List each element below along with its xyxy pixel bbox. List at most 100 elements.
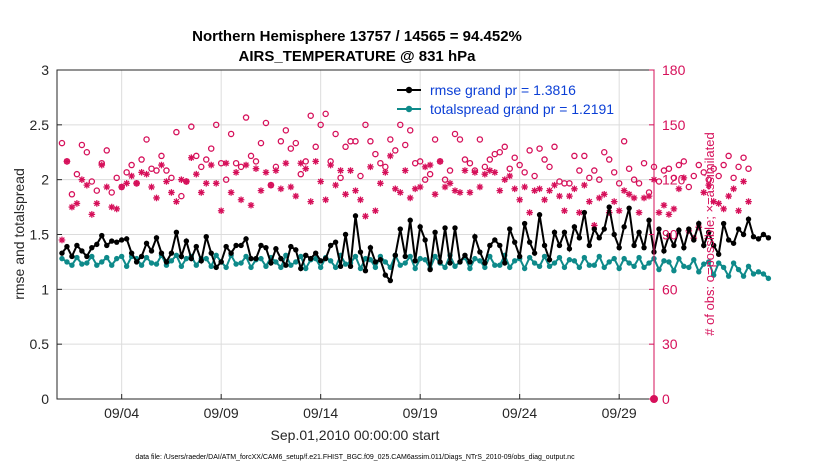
rmse-point xyxy=(233,242,239,249)
rmse-point xyxy=(84,253,90,260)
totalspread-point xyxy=(621,255,627,262)
obs-possible-point xyxy=(610,169,618,176)
obs-assimilated-point xyxy=(506,172,514,180)
obs-assimilated-point xyxy=(581,181,588,189)
rmse-point xyxy=(442,225,448,231)
rmse-point xyxy=(123,236,130,242)
totalspread-point xyxy=(342,261,349,267)
rmse-point xyxy=(526,239,533,245)
y-left-tick-label: 0 xyxy=(41,391,49,407)
y-axis-left-label: rmse and totalspread xyxy=(11,168,27,300)
y-right-tick-label: 60 xyxy=(662,281,678,297)
obs-possible-point xyxy=(93,187,101,194)
rmse-point xyxy=(596,235,602,241)
rmse-point xyxy=(531,250,538,256)
obs-possible-point xyxy=(128,161,135,169)
obs-assimilated-point xyxy=(396,189,404,196)
totalspread-point xyxy=(173,252,180,259)
rmse-point xyxy=(347,263,354,270)
obs-assimilated-point xyxy=(625,190,633,198)
totalspread-point xyxy=(581,254,588,261)
totalspread-point xyxy=(397,262,403,268)
rmse-point xyxy=(367,244,374,251)
obs-possible-point xyxy=(431,136,439,143)
obs-possible-point xyxy=(247,152,255,160)
totalspread-point xyxy=(521,265,528,272)
totalspread-point xyxy=(288,262,294,268)
obs-assimilated-point xyxy=(392,185,399,193)
rmse-point xyxy=(541,242,548,249)
obs-possible-point xyxy=(222,176,230,183)
obs-assimilated-point xyxy=(367,163,374,171)
rmse-point xyxy=(382,272,389,278)
rmse-point xyxy=(303,252,309,259)
obs-assimilated-point xyxy=(88,211,96,218)
rmse-point xyxy=(452,225,458,231)
obs-assimilated-point xyxy=(586,198,593,205)
rmse-point xyxy=(308,255,314,262)
obs-assimilated-point xyxy=(521,183,528,191)
obs-assimilated-point xyxy=(108,203,116,211)
y-left-tick-label: 2 xyxy=(41,172,49,188)
obs-possible-point xyxy=(581,152,588,160)
obs-possible-point xyxy=(207,145,215,152)
totalspread-point xyxy=(541,253,548,260)
rmse-point xyxy=(447,260,453,266)
obs-possible-point xyxy=(367,138,374,145)
rmse-point xyxy=(606,204,612,210)
totalspread-point xyxy=(352,253,359,260)
obs-possible-point xyxy=(675,161,683,169)
legend-spread-label: totalspread grand pr = 1.2191 xyxy=(430,101,614,117)
obs-possible-point xyxy=(605,156,613,163)
obs-possible-point xyxy=(88,178,96,185)
obs-assimilated-point xyxy=(730,185,737,193)
obs-assimilated-point xyxy=(382,169,389,176)
obs-assimilated-point xyxy=(591,222,598,229)
obs-assimilated-point xyxy=(745,198,752,205)
obs-possible-point xyxy=(531,172,538,180)
rmse-point xyxy=(114,239,120,245)
obs-possible-point xyxy=(113,174,120,182)
rmse-point xyxy=(492,237,498,243)
obs-assimilated-point xyxy=(267,181,275,189)
rmse-point xyxy=(362,267,369,274)
totalspread-point xyxy=(243,253,249,260)
totalspread-point xyxy=(611,255,617,262)
totalspread-point xyxy=(601,264,607,271)
obs-assimilated-point xyxy=(123,180,130,187)
obs-assimilated-point xyxy=(461,167,469,174)
totalspread-point xyxy=(84,260,90,266)
obs-possible-point xyxy=(620,138,628,145)
rmse-point xyxy=(686,226,692,232)
rmse-point xyxy=(681,244,687,251)
obs-assimilated-point xyxy=(481,170,489,178)
rmse-point xyxy=(735,226,742,232)
obs-assimilated-point xyxy=(630,194,638,202)
obs-possible-point xyxy=(546,163,553,171)
totalspread-point xyxy=(432,253,438,260)
totalspread-point xyxy=(656,266,662,273)
totalspread-point xyxy=(442,264,448,271)
rmse-point xyxy=(502,260,508,266)
rmse-point xyxy=(283,262,289,268)
obs-possible-point xyxy=(461,156,469,163)
totalspread-point xyxy=(258,255,264,262)
rmse-point xyxy=(571,224,578,230)
obs-assimilated-point xyxy=(272,167,280,174)
rmse-point xyxy=(178,253,185,260)
obs-assimilated-point xyxy=(600,190,608,198)
obs-possible-point xyxy=(720,161,727,169)
obs-assimilated-point xyxy=(168,189,175,196)
obs-series xyxy=(58,110,752,244)
totalspread-point xyxy=(298,253,304,260)
rmse-point xyxy=(422,237,428,243)
obs-assimilated-point xyxy=(237,196,245,204)
rmse-point xyxy=(352,213,359,219)
rmse-point xyxy=(133,259,140,265)
x-tick-label: 09/19 xyxy=(403,405,438,421)
obs-assimilated-point xyxy=(511,185,518,193)
obs-possible-point xyxy=(138,156,145,163)
rmse-point xyxy=(148,248,155,254)
obs-possible-point xyxy=(476,136,484,143)
obs-assimilated-point xyxy=(615,207,623,215)
